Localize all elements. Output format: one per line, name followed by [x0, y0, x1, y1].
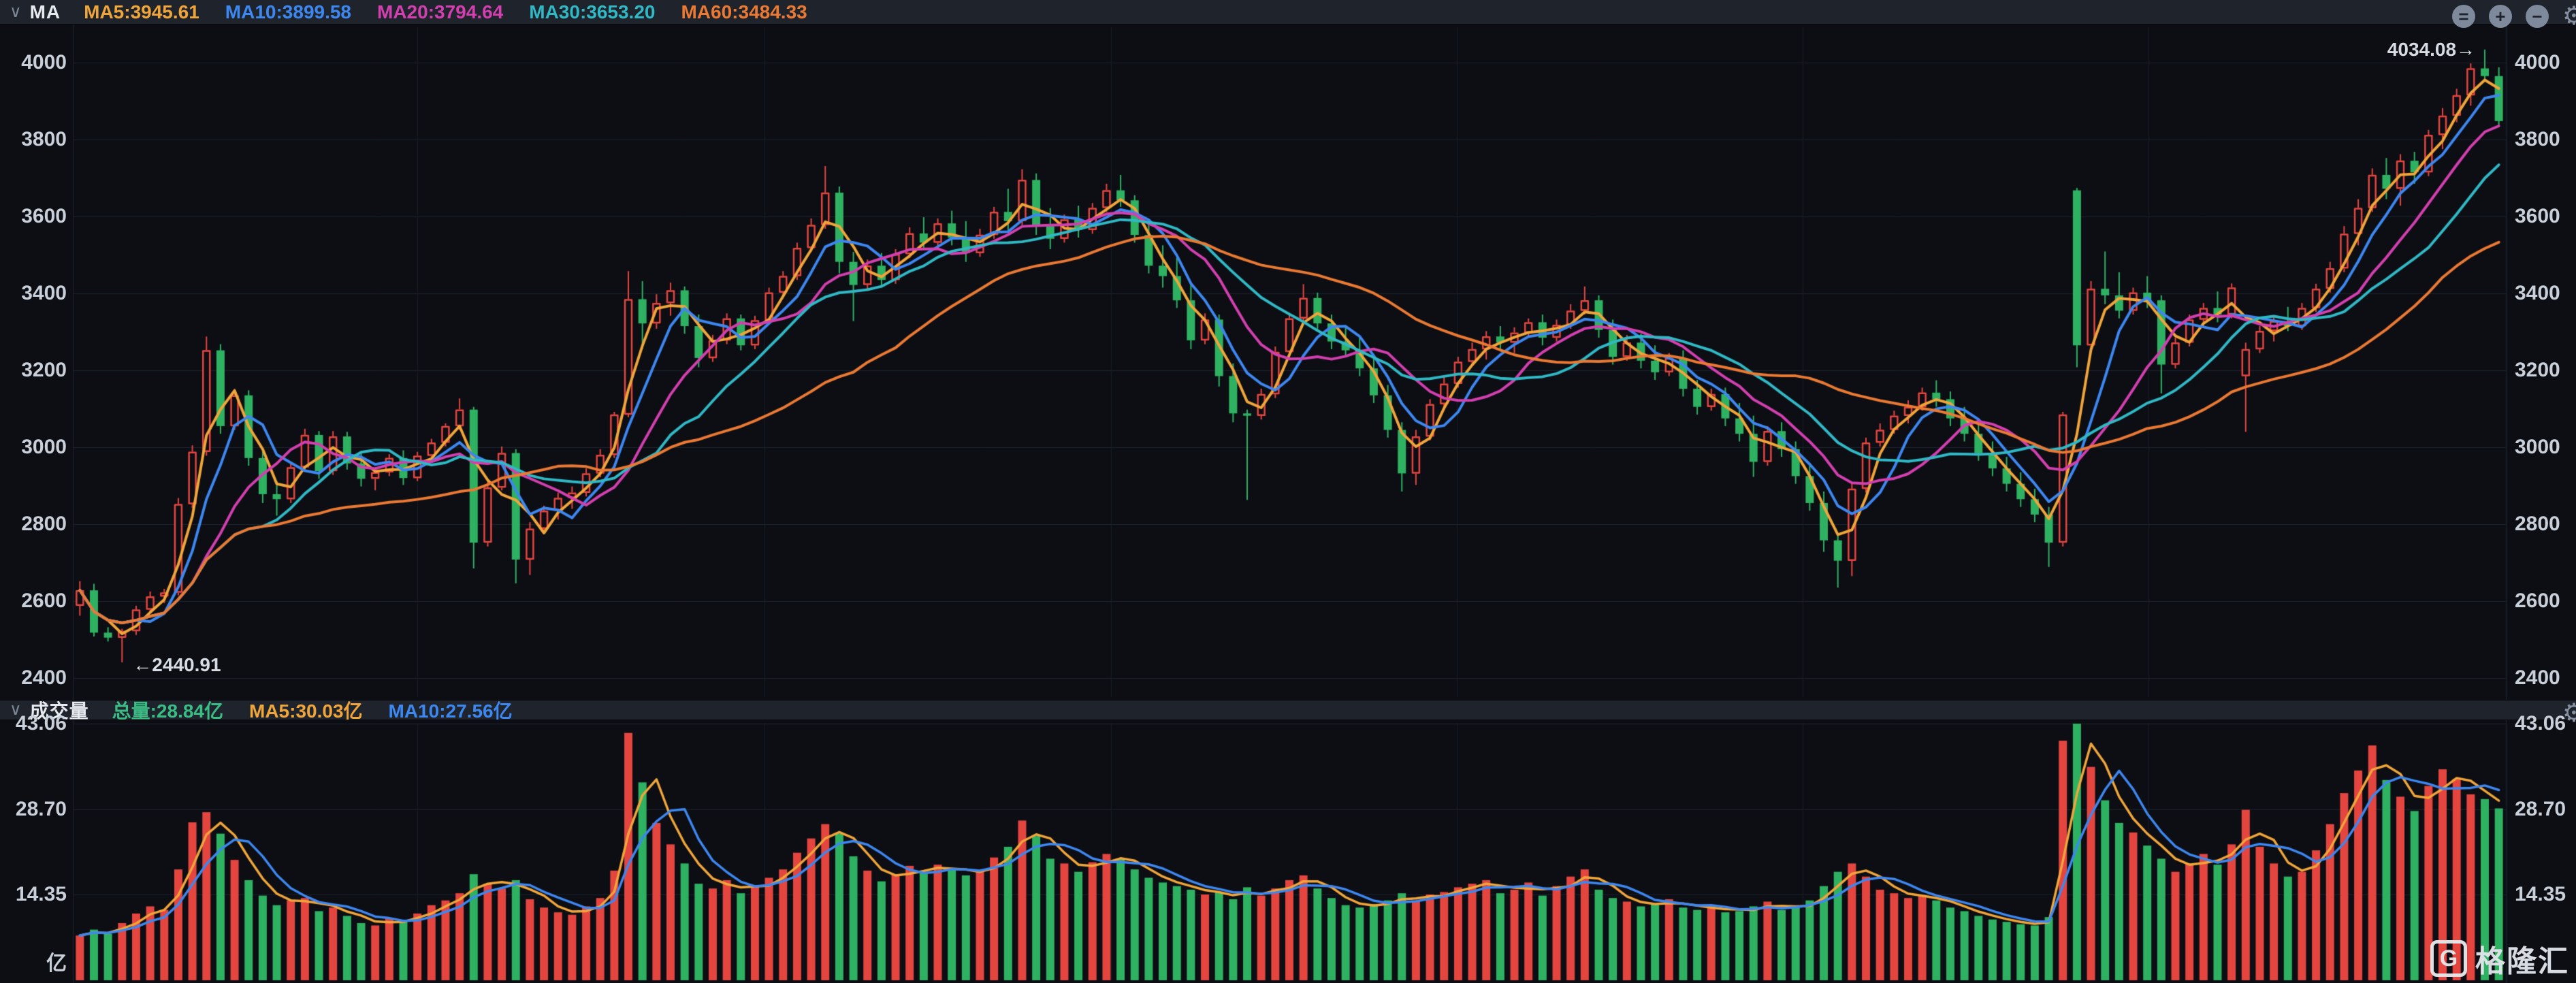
gear-icon[interactable]: ⚙ — [2562, 2, 2576, 31]
volume-legend: 总量:28.84亿 MA5:30.03亿 MA10:27.56亿 — [112, 696, 538, 724]
chevron-down-icon[interactable]: ∨ — [10, 700, 22, 719]
volume-axis-label-right: 28.70 — [2515, 797, 2566, 820]
circle-minus-icon[interactable]: − — [2525, 4, 2549, 28]
price-axis-label-right: 3400 — [2515, 282, 2560, 304]
price-axis-label-left: 3800 — [21, 128, 67, 150]
indicator-header-bar: ∨ MA MA5:3945.61 MA10:3899.58 MA20:3794.64… — [0, 0, 2576, 31]
price-axis-label-left: 2400 — [21, 666, 67, 689]
price-axis-label-left: 3600 — [21, 205, 67, 227]
price-axis-label-left: 2800 — [21, 513, 67, 535]
indicator-title: MA — [29, 1, 61, 22]
low-price-annotation: ←2440.91 — [133, 654, 221, 675]
volume-legend-item: MA5:30.03亿 — [249, 700, 363, 722]
price-axis-label-right: 2400 — [2515, 666, 2560, 689]
price-axis-label-right: 2600 — [2515, 590, 2560, 612]
ma-legend-item: MA10:3899.58 — [225, 1, 352, 22]
gelonghui-logo-icon: G — [2430, 940, 2467, 977]
high-price-annotation: 4034.08→ — [2387, 38, 2476, 60]
chart-toolbar: = + − ⚙ — [2438, 1, 2576, 31]
chevron-down-icon[interactable]: ∨ — [10, 2, 22, 21]
price-axis-label-right: 3200 — [2515, 359, 2560, 381]
volume-axis-label-left: 14.35 — [15, 883, 67, 906]
volume-axis-label-left: 43.06 — [15, 712, 67, 735]
volume-axis-label-left: 28.70 — [15, 797, 67, 820]
ma-legend-item: MA20:3794.64 — [377, 1, 504, 22]
circle-equal-icon[interactable]: = — [2451, 4, 2475, 28]
volume-legend-item: MA10:27.56亿 — [388, 700, 513, 722]
volume-legend-item: 总量:28.84亿 — [112, 700, 223, 722]
price-axis-label-left: 3000 — [21, 436, 67, 458]
watermark-text: 格隆汇 — [2475, 945, 2569, 978]
price-axis-label-right: 3600 — [2515, 205, 2560, 227]
price-axis-label-left: 4000 — [21, 51, 67, 74]
price-axis-label-right: 3800 — [2515, 128, 2560, 150]
volume-header-bar: ∨ 成交量 总量:28.84亿 MA5:30.03亿 MA10:27.56亿 ⚙ — [0, 699, 2576, 728]
price-axis-label-left: 3200 — [21, 359, 67, 381]
ma-legend: MA5:3945.61 MA10:3899.58 MA20:3794.64 MA30:… — [84, 1, 833, 23]
volume-axis-label-right: 43.06 — [2515, 712, 2566, 735]
ma-legend-item: MA5:3945.61 — [84, 1, 199, 22]
volume-title: 成交量 — [29, 700, 89, 722]
price-axis-label-right: 3000 — [2515, 436, 2560, 458]
price-axis-label-right: 2800 — [2515, 513, 2560, 535]
volume-axis-label-right: 14.35 — [2515, 883, 2566, 906]
circle-plus-icon[interactable]: + — [2488, 4, 2512, 28]
ma-legend-item: MA60:3484.33 — [681, 1, 807, 22]
watermark: G 格隆汇 — [2430, 937, 2569, 980]
price-axis-label-left: 3400 — [21, 282, 67, 304]
price-axis-label-left: 2600 — [21, 590, 67, 612]
ma-legend-item: MA30:3653.20 — [529, 1, 656, 22]
price-axis-label-right: 4000 — [2515, 51, 2560, 74]
gear-icon[interactable]: ⚙ — [2562, 699, 2576, 728]
volume-unit-label: 亿 — [46, 952, 67, 975]
volume-toolbar: ⚙ — [2549, 698, 2576, 728]
